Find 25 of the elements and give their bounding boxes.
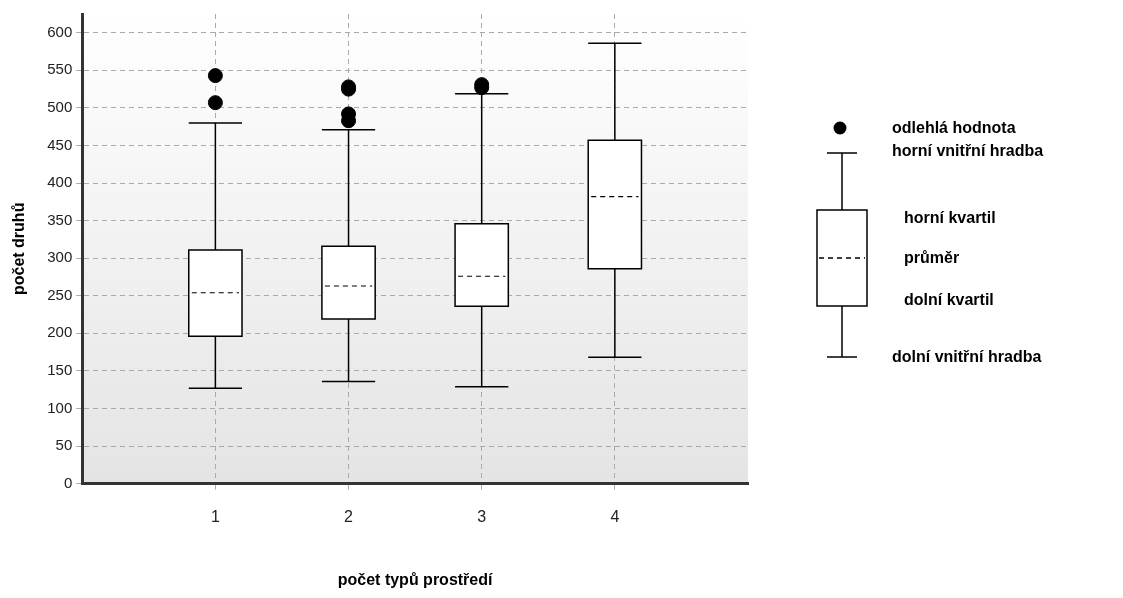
text: odlehlá hodnota <box>892 119 1016 137</box>
y-tick-label: 550 <box>47 60 73 78</box>
y-tick-label: 0 <box>63 473 73 491</box>
x-axis-title: počet typů prostředí <box>337 570 493 588</box>
y-tick-label: 450 <box>47 135 73 153</box>
x-tick-label: 3 <box>477 507 487 525</box>
y-tick-label: 200 <box>47 323 73 341</box>
text: horní kvartil <box>904 209 996 227</box>
y-tick-label: 250 <box>47 285 73 303</box>
y-tick-label: 50 <box>55 436 73 454</box>
y-tick-label: 350 <box>47 210 73 228</box>
text: dolní kvartil <box>904 291 994 309</box>
y-axis-title: počet druhů <box>10 202 28 296</box>
y-tick-label: 100 <box>47 398 73 416</box>
y-tick-label: 400 <box>47 173 73 191</box>
y-tick-label: 500 <box>47 98 73 116</box>
x-tick-label: 4 <box>610 507 620 525</box>
x-tick-label: 1 <box>210 507 220 525</box>
x-tick-label: 2 <box>344 507 354 525</box>
y-tick-label: 150 <box>47 361 73 379</box>
text: dolní vnitřní hradba <box>892 348 1042 366</box>
text: horní vnitřní hradba <box>892 142 1044 160</box>
y-tick-label: 300 <box>47 248 73 266</box>
y-tick-label: 600 <box>47 22 73 40</box>
text: průměr <box>904 249 960 267</box>
